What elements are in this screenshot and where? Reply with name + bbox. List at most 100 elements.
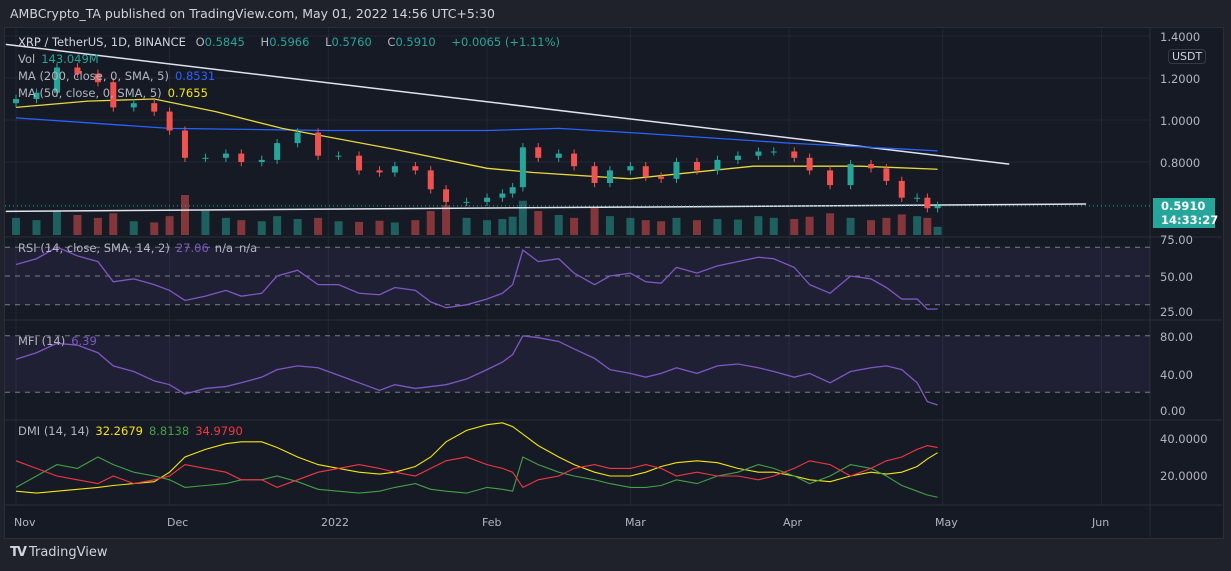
ma50-line (15, 98, 938, 180)
candle (443, 189, 450, 202)
candle (181, 130, 188, 158)
candle (202, 157, 209, 159)
rsi-tick: 50.00 (1160, 270, 1193, 284)
dmi-label: DMI (14, 14) (18, 424, 90, 438)
price-tick: 1.2000 (1160, 72, 1201, 86)
candle (53, 67, 60, 93)
volume-bar (692, 220, 701, 235)
time-tick: 2022 (321, 516, 349, 529)
ma200-legend[interactable]: MA (200, close, 0, SMA, 5) 0.8531 (18, 69, 221, 83)
time-tick: Apr (783, 516, 803, 529)
candle (883, 168, 890, 181)
candle (258, 159, 265, 162)
chart-frame[interactable] (4, 27, 1224, 539)
rsi-value: 27.06 (175, 241, 209, 255)
volume-bar (150, 222, 159, 235)
candle (791, 151, 798, 158)
candle (294, 132, 301, 144)
bar-countdown: 14:33:27 (1161, 213, 1219, 227)
close-label: C (387, 35, 396, 49)
volume-value: 143.049M (41, 52, 99, 66)
candle (222, 153, 229, 158)
candle (934, 205, 941, 209)
rsi-legend[interactable]: RSI (14, close, SMA, 14, 2) 27.06 n/a n/a (18, 241, 263, 255)
candle (693, 162, 700, 171)
volume-bar (790, 219, 799, 235)
mfi-tick: 40.00 (1160, 368, 1193, 382)
close-value: 0.5910 (395, 35, 436, 49)
candle (151, 103, 158, 112)
candle (924, 197, 931, 209)
high-label: H (260, 35, 270, 49)
volume-legend[interactable]: Vol 143.049M (18, 52, 105, 66)
mfi-legend[interactable]: MFI (14) 6.39 (18, 334, 103, 348)
volume-bar (73, 215, 82, 235)
symbol-label[interactable]: XRP / TetherUS, 1D, BINANCE (18, 35, 186, 49)
dmi-legend[interactable]: DMI (14, 14) 32.2679 8.8138 34.9790 (18, 424, 249, 438)
rsi-label: RSI (14, close, SMA, 14, 2) (18, 241, 170, 255)
volume-bar (605, 216, 614, 235)
volume-bar (897, 214, 906, 235)
candle (519, 147, 526, 188)
candle (535, 147, 542, 158)
candle (673, 162, 680, 179)
volume-bar (442, 205, 451, 235)
volume-bar (180, 195, 189, 235)
candle (110, 82, 117, 108)
volume-bar (867, 220, 876, 235)
time-tick: Jun (1092, 516, 1110, 529)
symbol-legend: XRP / TetherUS, 1D, BINANCE O0.5845 H0.5… (18, 35, 566, 49)
candle (591, 166, 598, 183)
tradingview-logo[interactable]: TV TradingView (10, 545, 107, 560)
volume-bar (498, 219, 507, 235)
candle (806, 157, 813, 171)
time-tick: May (935, 516, 958, 529)
currency-button[interactable]: USDT (1168, 49, 1207, 64)
volume-bar (426, 211, 435, 235)
volume-bar (314, 217, 323, 235)
volume-bar (52, 211, 61, 235)
volume-bar (411, 220, 420, 235)
volume-bar (390, 222, 399, 235)
tv-logo-icon: TV (10, 545, 27, 560)
candle (13, 99, 19, 104)
candle (484, 197, 491, 202)
adx-value: 32.2679 (95, 424, 143, 438)
time-tick: Dec (167, 516, 189, 529)
price-tick: 1.0000 (1160, 114, 1201, 128)
ma50-value: 0.7655 (167, 86, 208, 100)
last-price-label: 0.5910 14:33:27 (1153, 198, 1219, 228)
mfi-band (5, 335, 1150, 393)
candle (94, 73, 101, 83)
candle (315, 132, 322, 156)
rsi-tick: 75.00 (1160, 233, 1193, 247)
volume-bar (641, 220, 650, 235)
candle (509, 187, 516, 194)
volume-bar (334, 221, 343, 235)
volume-bar (882, 217, 891, 235)
volume-bar (713, 219, 722, 235)
last-price-value: 0.5910 (1161, 199, 1206, 213)
candle (412, 166, 419, 171)
trendline (5, 203, 1087, 213)
candle (847, 164, 854, 186)
trendline (5, 43, 1010, 165)
mfi-label: MFI (14) (18, 334, 66, 348)
mfi-line (15, 335, 938, 406)
price-change: +0.0065 (+1.11%) (451, 35, 561, 49)
ohlc-low: L0.5760 (325, 35, 378, 49)
open-value: 0.5845 (204, 35, 245, 49)
candle (166, 111, 173, 131)
candle (499, 193, 506, 198)
ohlc-high: H0.5966 (261, 35, 316, 49)
mfi-tick: 0.00 (1160, 404, 1186, 418)
volume-bar (483, 220, 492, 235)
candle (33, 92, 40, 99)
time-tick: Feb (482, 516, 502, 529)
open-label: O (195, 35, 205, 49)
volume-bar (462, 217, 471, 235)
candle (642, 166, 649, 177)
ma50-legend[interactable]: MA (50, close, 0, SMA, 5) 0.7655 (18, 86, 214, 100)
low-label: L (325, 35, 332, 49)
